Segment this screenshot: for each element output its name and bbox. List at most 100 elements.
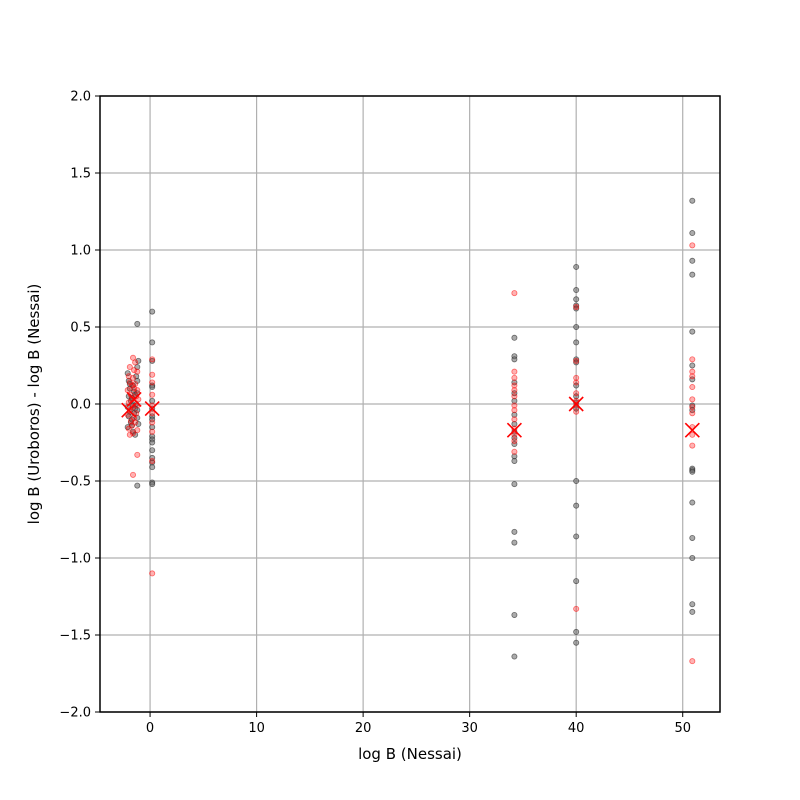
red-data-point bbox=[511, 368, 518, 375]
gray-data-point bbox=[511, 611, 518, 618]
gray-data-point bbox=[573, 339, 580, 346]
red-data-point bbox=[149, 428, 156, 435]
mean-marker bbox=[506, 422, 522, 438]
red-data-point bbox=[126, 364, 133, 371]
red-data-point bbox=[149, 410, 156, 417]
gray-data-point bbox=[511, 457, 518, 464]
gray-data-point bbox=[689, 407, 696, 414]
red-data-point bbox=[689, 404, 696, 411]
gray-data-point bbox=[511, 334, 518, 341]
red-data-point bbox=[132, 380, 139, 387]
gray-data-point bbox=[689, 230, 696, 237]
mean-marker bbox=[684, 422, 700, 438]
gray-data-point bbox=[149, 424, 156, 431]
x-tick-label: 50 bbox=[674, 721, 691, 736]
gray-data-point bbox=[149, 464, 156, 471]
red-data-point bbox=[573, 408, 580, 415]
red-data-point bbox=[149, 419, 156, 426]
red-data-point bbox=[130, 374, 137, 381]
red-data-point bbox=[149, 356, 156, 363]
gray-data-point bbox=[573, 382, 580, 389]
red-data-point bbox=[511, 374, 518, 381]
gray-data-point bbox=[134, 377, 141, 384]
gray-data-point bbox=[573, 296, 580, 303]
gray-data-point bbox=[511, 421, 518, 428]
gray-data-point bbox=[149, 357, 156, 364]
gray-data-point bbox=[149, 308, 156, 315]
gray-data-point bbox=[511, 356, 518, 363]
gray-data-point bbox=[573, 287, 580, 294]
red-data-point bbox=[128, 382, 135, 389]
red-data-point bbox=[127, 391, 134, 398]
gray-data-point bbox=[511, 390, 518, 397]
gray-data-point bbox=[511, 528, 518, 535]
red-data-point bbox=[133, 410, 140, 417]
gray-data-point bbox=[511, 411, 518, 418]
red-data-point bbox=[135, 396, 142, 403]
mean-marker bbox=[568, 396, 584, 412]
gray-data-point bbox=[134, 482, 141, 489]
gray-data-point bbox=[134, 320, 141, 327]
gray-data-point bbox=[573, 628, 580, 635]
gray-data-point bbox=[573, 323, 580, 330]
y-tick-label: 1.5 bbox=[70, 167, 91, 182]
mean-marker bbox=[121, 402, 137, 418]
red-data-point bbox=[134, 451, 141, 458]
gray-data-point bbox=[149, 439, 156, 446]
red-data-point bbox=[511, 431, 518, 438]
axis-ticks: 0 10 20 30 40 50 −2.0 −1.5 −1.0 −0.5 0.0 0.5 1.0 1.5 2… bbox=[59, 90, 691, 737]
red-data-point bbox=[511, 448, 518, 455]
red-data-point bbox=[689, 384, 696, 391]
gray-data-point bbox=[573, 405, 580, 412]
gray-data-point bbox=[511, 539, 518, 546]
y-tick-label: 0.5 bbox=[70, 321, 91, 336]
gray-data-point bbox=[689, 257, 696, 264]
gray-data-point bbox=[149, 384, 156, 391]
red-data-point bbox=[511, 382, 518, 389]
red-data-point bbox=[134, 427, 141, 434]
x-tick-label: 20 bbox=[355, 721, 372, 736]
red-data-point bbox=[149, 391, 156, 398]
gray-data-point bbox=[511, 481, 518, 488]
red-data-point bbox=[689, 410, 696, 417]
x-axis-label: log B (Nessai) bbox=[358, 745, 462, 763]
red-data-point bbox=[689, 356, 696, 363]
gray-data-point bbox=[573, 393, 580, 400]
x-tick-label: 40 bbox=[568, 721, 585, 736]
y-tick-label: 1.0 bbox=[70, 244, 91, 259]
grid-lines bbox=[100, 95, 720, 713]
gray-data-point bbox=[573, 533, 580, 540]
gray-data-point bbox=[689, 328, 696, 335]
mean-marker bbox=[126, 391, 142, 407]
red-data-point bbox=[573, 303, 580, 310]
gray-data-point bbox=[511, 397, 518, 404]
red-data-point bbox=[130, 430, 137, 437]
gray-data-point bbox=[149, 416, 156, 423]
gray-data-point bbox=[511, 434, 518, 441]
gray-data-point bbox=[573, 263, 580, 270]
red-data-point bbox=[131, 385, 138, 392]
gray-data-point bbox=[149, 481, 156, 488]
gray-data-point bbox=[573, 502, 580, 509]
red-data-point bbox=[130, 471, 137, 478]
red-data-point bbox=[511, 416, 518, 423]
gray-data-point bbox=[149, 447, 156, 454]
red-data-point bbox=[511, 402, 518, 409]
red-data-point bbox=[149, 570, 156, 577]
gray-data-point bbox=[689, 555, 696, 562]
x-tick-label: 30 bbox=[461, 721, 478, 736]
red-data-point bbox=[126, 431, 133, 438]
gray-data-point bbox=[511, 653, 518, 660]
gray-data-point bbox=[689, 468, 696, 475]
red-data-point bbox=[132, 419, 139, 426]
red-data-point bbox=[689, 373, 696, 380]
red-data-point bbox=[131, 367, 138, 374]
red-data-point bbox=[134, 368, 141, 375]
red-data-point bbox=[511, 393, 518, 400]
gray-data-point bbox=[511, 441, 518, 448]
red-data-point bbox=[573, 357, 580, 364]
gray-data-point bbox=[573, 477, 580, 484]
x-tick-label: 0 bbox=[146, 721, 154, 736]
gray-data-point bbox=[689, 499, 696, 506]
